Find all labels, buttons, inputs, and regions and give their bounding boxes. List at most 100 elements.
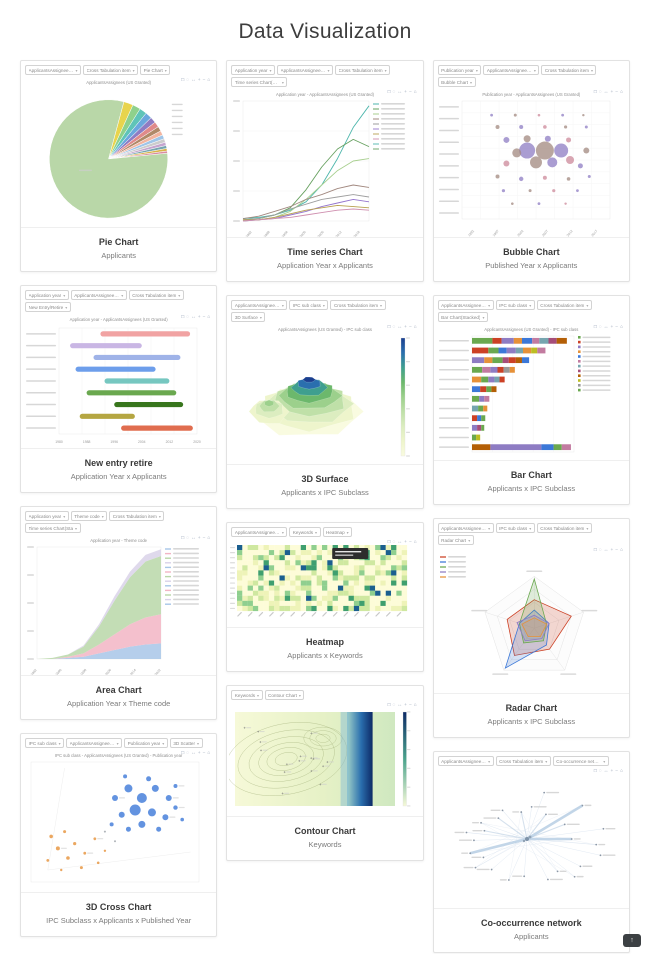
camera-icon[interactable]: □ <box>387 325 391 330</box>
home-icon[interactable]: ⌂ <box>207 315 211 320</box>
pie-plot[interactable] <box>23 79 205 227</box>
zoom-out-icon[interactable]: − <box>202 78 206 83</box>
zoom-icon[interactable]: ◌ <box>186 315 189 320</box>
pan-icon[interactable]: ↔ <box>191 78 196 83</box>
area-filter-select[interactable]: Theme code ▾ <box>70 511 108 521</box>
pie-chart-area[interactable]: □ ◌ ↔ + − ⌂ ApplicantsAssignees (US Granted) <box>21 77 216 227</box>
scroll-top-button[interactable]: ↑ <box>623 934 641 947</box>
network-filter-select[interactable]: Cross Tabulation item ▾ <box>495 756 551 766</box>
surface3d-filter-select[interactable]: Cross Tabulation item ▾ <box>330 300 386 310</box>
newentry-plot[interactable]: 1980 1988 1996 2004 2012 2020 <box>23 316 205 448</box>
zoom-in-icon[interactable]: + <box>197 78 201 83</box>
barchart-plot[interactable] <box>436 326 618 460</box>
zoom-icon[interactable]: ◌ <box>186 751 189 756</box>
home-icon[interactable]: ⌂ <box>413 325 417 330</box>
pie-filter-select[interactable]: ApplicantsAssignees (L ▾ <box>25 65 81 75</box>
contour-chart-area[interactable]: □ ◌ ↔ + − ⌂ <box>227 702 422 816</box>
home-icon[interactable]: ⌂ <box>620 90 623 95</box>
pan-icon[interactable]: ↔ <box>191 315 196 320</box>
pan-icon[interactable]: ↔ <box>397 325 403 330</box>
zoom-out-icon[interactable]: − <box>615 325 619 330</box>
zoom-icon[interactable]: ◌ <box>392 325 396 330</box>
zoom-icon[interactable]: ◌ <box>186 536 189 541</box>
timeseries-plot[interactable]: 1982 1988 1994 2000 2006 2012 2018 <box>229 91 411 237</box>
pie-filter-select[interactable]: Cross Tabulation item ▾ <box>83 65 139 75</box>
newentry-filter-select[interactable]: ApplicantsAssignees (L ▾ <box>70 290 127 300</box>
barchart-chart-area[interactable]: □ ◌ ↔ + − ⌂ ApplicantsAssignees (US Granted) -… <box>434 324 629 460</box>
zoom-in-icon[interactable]: + <box>404 540 407 545</box>
zoom-icon[interactable]: ◌ <box>186 78 189 83</box>
camera-icon[interactable]: □ <box>593 769 597 774</box>
heatmap-plot[interactable] <box>229 541 411 627</box>
heatmap-filter-select[interactable]: ApplicantsAssignees (L ▾ <box>231 527 288 537</box>
pan-icon[interactable]: ↔ <box>603 769 609 774</box>
zoom-in-icon[interactable]: + <box>197 536 201 541</box>
network-filter-select[interactable]: ApplicantsAssignees (L ▾ <box>437 756 494 766</box>
cross3d-filter-select[interactable]: IPC sub class ▾ <box>25 738 65 748</box>
barchart-filter-select[interactable]: ApplicantsAssignees (L ▾ <box>437 300 494 310</box>
cross3d-plot[interactable] <box>23 752 205 892</box>
radar-filter-select[interactable]: IPC sub class ▾ <box>495 523 535 533</box>
bubble-chart-area[interactable]: □ ◌ ↔ + − ⌂ Publication year - ApplicantsAssig… <box>434 89 629 237</box>
camera-icon[interactable]: □ <box>387 540 391 545</box>
zoom-in-icon[interactable]: + <box>197 751 201 756</box>
zoom-out-icon[interactable]: − <box>615 769 619 774</box>
bubble-filter-select[interactable]: Cross Tabulation item ▾ <box>541 65 597 75</box>
newentry-filter-select[interactable]: New Entry/Retire ▾ <box>25 302 71 312</box>
zoom-icon[interactable]: ◌ <box>392 540 396 545</box>
radar-filter-select[interactable]: Cross Tabulation item ▾ <box>536 523 592 533</box>
network-plot[interactable] <box>436 770 618 908</box>
camera-icon[interactable]: □ <box>593 548 597 553</box>
zoom-in-icon[interactable]: + <box>404 703 407 708</box>
home-icon[interactable]: ⌂ <box>207 751 211 756</box>
camera-icon[interactable]: □ <box>181 78 185 83</box>
camera-icon[interactable]: □ <box>593 325 597 330</box>
zoom-in-icon[interactable]: + <box>610 325 614 330</box>
zoom-out-icon[interactable]: − <box>408 325 412 330</box>
radar-chart-area[interactable]: □ ◌ ↔ + − ⌂ <box>434 547 629 693</box>
barchart-filter-select[interactable]: IPC sub class ▾ <box>495 300 535 310</box>
heatmap-chart-area[interactable]: □ ◌ ↔ + − ⌂ <box>227 539 422 627</box>
cross3d-filter-select[interactable]: Publication year ▾ <box>124 738 168 748</box>
zoom-icon[interactable]: ◌ <box>598 769 602 774</box>
zoom-icon[interactable]: ◌ <box>598 90 602 95</box>
camera-icon[interactable]: □ <box>181 751 185 756</box>
surface3d-plot[interactable] <box>229 326 411 464</box>
bubble-filter-select[interactable]: ApplicantsAssignees (L ▾ <box>483 65 540 75</box>
zoom-in-icon[interactable]: + <box>404 90 407 95</box>
zoom-in-icon[interactable]: + <box>197 315 201 320</box>
zoom-icon[interactable]: ◌ <box>598 548 602 553</box>
zoom-in-icon[interactable]: + <box>610 769 614 774</box>
timeseries-chart-area[interactable]: □ ◌ ↔ + − ⌂ Application year - ApplicantsAssig… <box>227 89 422 237</box>
zoom-icon[interactable]: ◌ <box>598 325 602 330</box>
pan-icon[interactable]: ↔ <box>191 536 196 541</box>
home-icon[interactable]: ⌂ <box>413 90 417 95</box>
camera-icon[interactable]: □ <box>387 90 391 95</box>
camera-icon[interactable]: □ <box>593 90 597 95</box>
camera-icon[interactable]: □ <box>181 315 185 320</box>
timeseries-filter-select[interactable]: ApplicantsAssignees (L ▾ <box>277 65 334 75</box>
pan-icon[interactable]: ↔ <box>397 90 403 95</box>
barchart-filter-select[interactable]: Cross Tabulation item ▾ <box>536 300 592 310</box>
timeseries-filter-select[interactable]: Time series Chart(Sca ▾ <box>231 77 288 87</box>
zoom-out-icon[interactable]: − <box>408 540 412 545</box>
area-filter-select[interactable]: Application year ▾ <box>25 511 69 521</box>
pan-icon[interactable]: ↔ <box>603 548 609 553</box>
home-icon[interactable]: ⌂ <box>620 769 623 774</box>
zoom-in-icon[interactable]: + <box>404 325 407 330</box>
newentry-filter-select[interactable]: Application year ▾ <box>25 290 69 300</box>
heatmap-filter-select[interactable]: Heatmap ▾ <box>322 527 353 537</box>
zoom-out-icon[interactable]: − <box>202 536 206 541</box>
zoom-out-icon[interactable]: − <box>408 703 412 708</box>
radar-filter-select[interactable]: ApplicantsAssignees (L ▾ <box>437 523 494 533</box>
bubble-plot[interactable]: 1992 1997 2002 2007 2012 2017 <box>436 91 618 237</box>
radar-plot[interactable] <box>436 549 618 693</box>
zoom-icon[interactable]: ◌ <box>392 703 396 708</box>
zoom-out-icon[interactable]: − <box>408 90 412 95</box>
home-icon[interactable]: ⌂ <box>413 703 417 708</box>
area-filter-select[interactable]: Time series Chart(Sta ▾ <box>25 523 81 533</box>
timeseries-filter-select[interactable]: Cross Tabulation item ▾ <box>335 65 391 75</box>
cross3d-filter-select[interactable]: 3D Scatter ▾ <box>169 738 203 748</box>
surface3d-chart-area[interactable]: □ ◌ ↔ + − ⌂ ApplicantsAssignees (US Granted) -… <box>227 324 422 464</box>
camera-icon[interactable]: □ <box>181 536 185 541</box>
